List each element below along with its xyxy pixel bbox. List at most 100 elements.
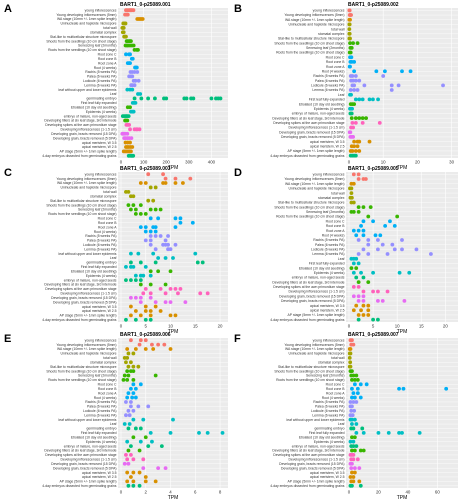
y-tick-label: Developing inflorescences (1-1.5 cm) (61, 292, 117, 296)
x-tick-label: 20 (443, 324, 448, 329)
y-tick-label: Roots from the seedlings (10 cm shoot st… (48, 212, 116, 216)
data-point (374, 69, 379, 74)
y-tick-label: Developing tillers at six leaf stage, 3r… (272, 449, 344, 453)
data-point (133, 295, 138, 300)
data-point (356, 294, 361, 299)
data-point (173, 181, 178, 185)
y-tick-label: AP stage (5mm +/- 1mm spike length) (288, 480, 345, 484)
y-tick-label: Rachis (5 weeks PA) (85, 400, 116, 404)
data-point (129, 136, 134, 141)
panel-title: BART1_0-p25089.005 (348, 166, 399, 172)
data-point (366, 308, 371, 313)
data-point (429, 252, 433, 256)
y-tick-label: Shoots from the seedlings (10 cm shoot s… (274, 41, 344, 45)
data-point (198, 291, 203, 296)
y-tick-label: WA stage (10mm +/- 1mm spike length) (285, 347, 345, 351)
y-tick-label: Lodicule (6 weeks PA) (311, 84, 344, 88)
data-point (138, 300, 143, 305)
data-point (125, 439, 130, 444)
y-tick-label: Developing tillers at six leaf stage, 3r… (44, 119, 116, 123)
data-point (352, 60, 357, 64)
x-axis-label: TPM (168, 165, 179, 171)
data-point (173, 225, 178, 230)
data-point (124, 52, 128, 57)
data-point (125, 131, 130, 136)
data-point (130, 145, 135, 149)
data-point (193, 251, 198, 256)
plot-background (346, 8, 458, 158)
y-tick-label: germinating embryo (315, 427, 345, 431)
data-point (371, 270, 375, 275)
data-point (122, 373, 127, 378)
data-point (383, 224, 388, 228)
data-point (126, 203, 131, 207)
data-point (352, 395, 357, 400)
data-point (361, 303, 366, 308)
x-tick-label: 30 (449, 160, 454, 165)
data-point (360, 426, 365, 431)
data-point (129, 444, 133, 448)
data-point (353, 153, 358, 158)
data-point (132, 83, 137, 88)
x-tick-label: 2 (145, 490, 148, 495)
data-point (168, 287, 173, 291)
y-tick-label: apical meristem, W 2.5 (82, 145, 117, 149)
data-point (127, 422, 132, 426)
y-tick-label: young inflorescences (85, 172, 117, 176)
y-tick-label: apical meristem, W 3.5 (310, 304, 345, 308)
data-point (121, 30, 126, 35)
data-point (148, 295, 153, 300)
data-point (357, 139, 362, 144)
data-point (156, 342, 161, 347)
data-point (367, 139, 372, 144)
data-point (352, 139, 357, 144)
y-tick-label: embryo of mature, non-aged seeds (64, 278, 117, 282)
data-point (392, 247, 397, 252)
data-point (352, 69, 357, 74)
data-point (128, 127, 132, 132)
data-point (376, 289, 380, 294)
data-point (153, 234, 158, 238)
data-point (349, 266, 354, 270)
data-point (362, 83, 367, 88)
x-axis-label: TPM (397, 329, 408, 335)
data-point (128, 61, 132, 66)
data-point (146, 96, 151, 101)
y-tick-label: Developing grain, bracts removed (5 DPA) (53, 136, 116, 140)
data-point (131, 457, 136, 462)
data-point (162, 342, 167, 347)
y-tick-label: young inflorescences (313, 173, 345, 177)
x-axis-label: TPM (397, 165, 408, 171)
data-point (125, 118, 130, 123)
data-point (122, 461, 127, 466)
x-tick-label: 10 (395, 324, 400, 329)
data-point (350, 483, 354, 488)
y-tick-label: Young developing inflorescences (5mm) (284, 343, 344, 347)
data-point (349, 195, 354, 200)
y-tick-label: Root zone C (326, 55, 345, 59)
data-point (125, 347, 130, 351)
y-tick-label: germinating embryo (87, 261, 117, 265)
y-tick-label: Lemma (6 weeks PA) (84, 413, 116, 417)
data-point (356, 252, 361, 256)
data-point (178, 216, 183, 221)
x-tick-label: 100 (140, 160, 148, 165)
data-point (361, 289, 366, 294)
plot-background (118, 172, 228, 322)
panel-b: B BART1_0-p25089.002 0 10 20 30 young inflores… (234, 2, 458, 171)
data-point (130, 395, 135, 400)
data-point (351, 475, 356, 479)
data-point (124, 453, 128, 457)
data-point (356, 172, 361, 177)
y-tick-label: Uninucleate and haploide microspore (289, 23, 345, 27)
data-point (351, 41, 356, 46)
data-point (351, 135, 356, 139)
y-tick-label: Roots from the seedlings (10 cm shoot st… (276, 378, 344, 382)
data-point (366, 280, 371, 285)
y-tick-label: Palea (6 weeks PA) (315, 405, 345, 409)
data-point (126, 483, 131, 488)
data-point (351, 400, 356, 404)
y-tick-label: 4-day embryos dissected from germinating… (270, 318, 345, 322)
y-tick-label: Developing inflorescences (1-1.5 cm) (61, 458, 117, 462)
data-point (351, 444, 356, 448)
